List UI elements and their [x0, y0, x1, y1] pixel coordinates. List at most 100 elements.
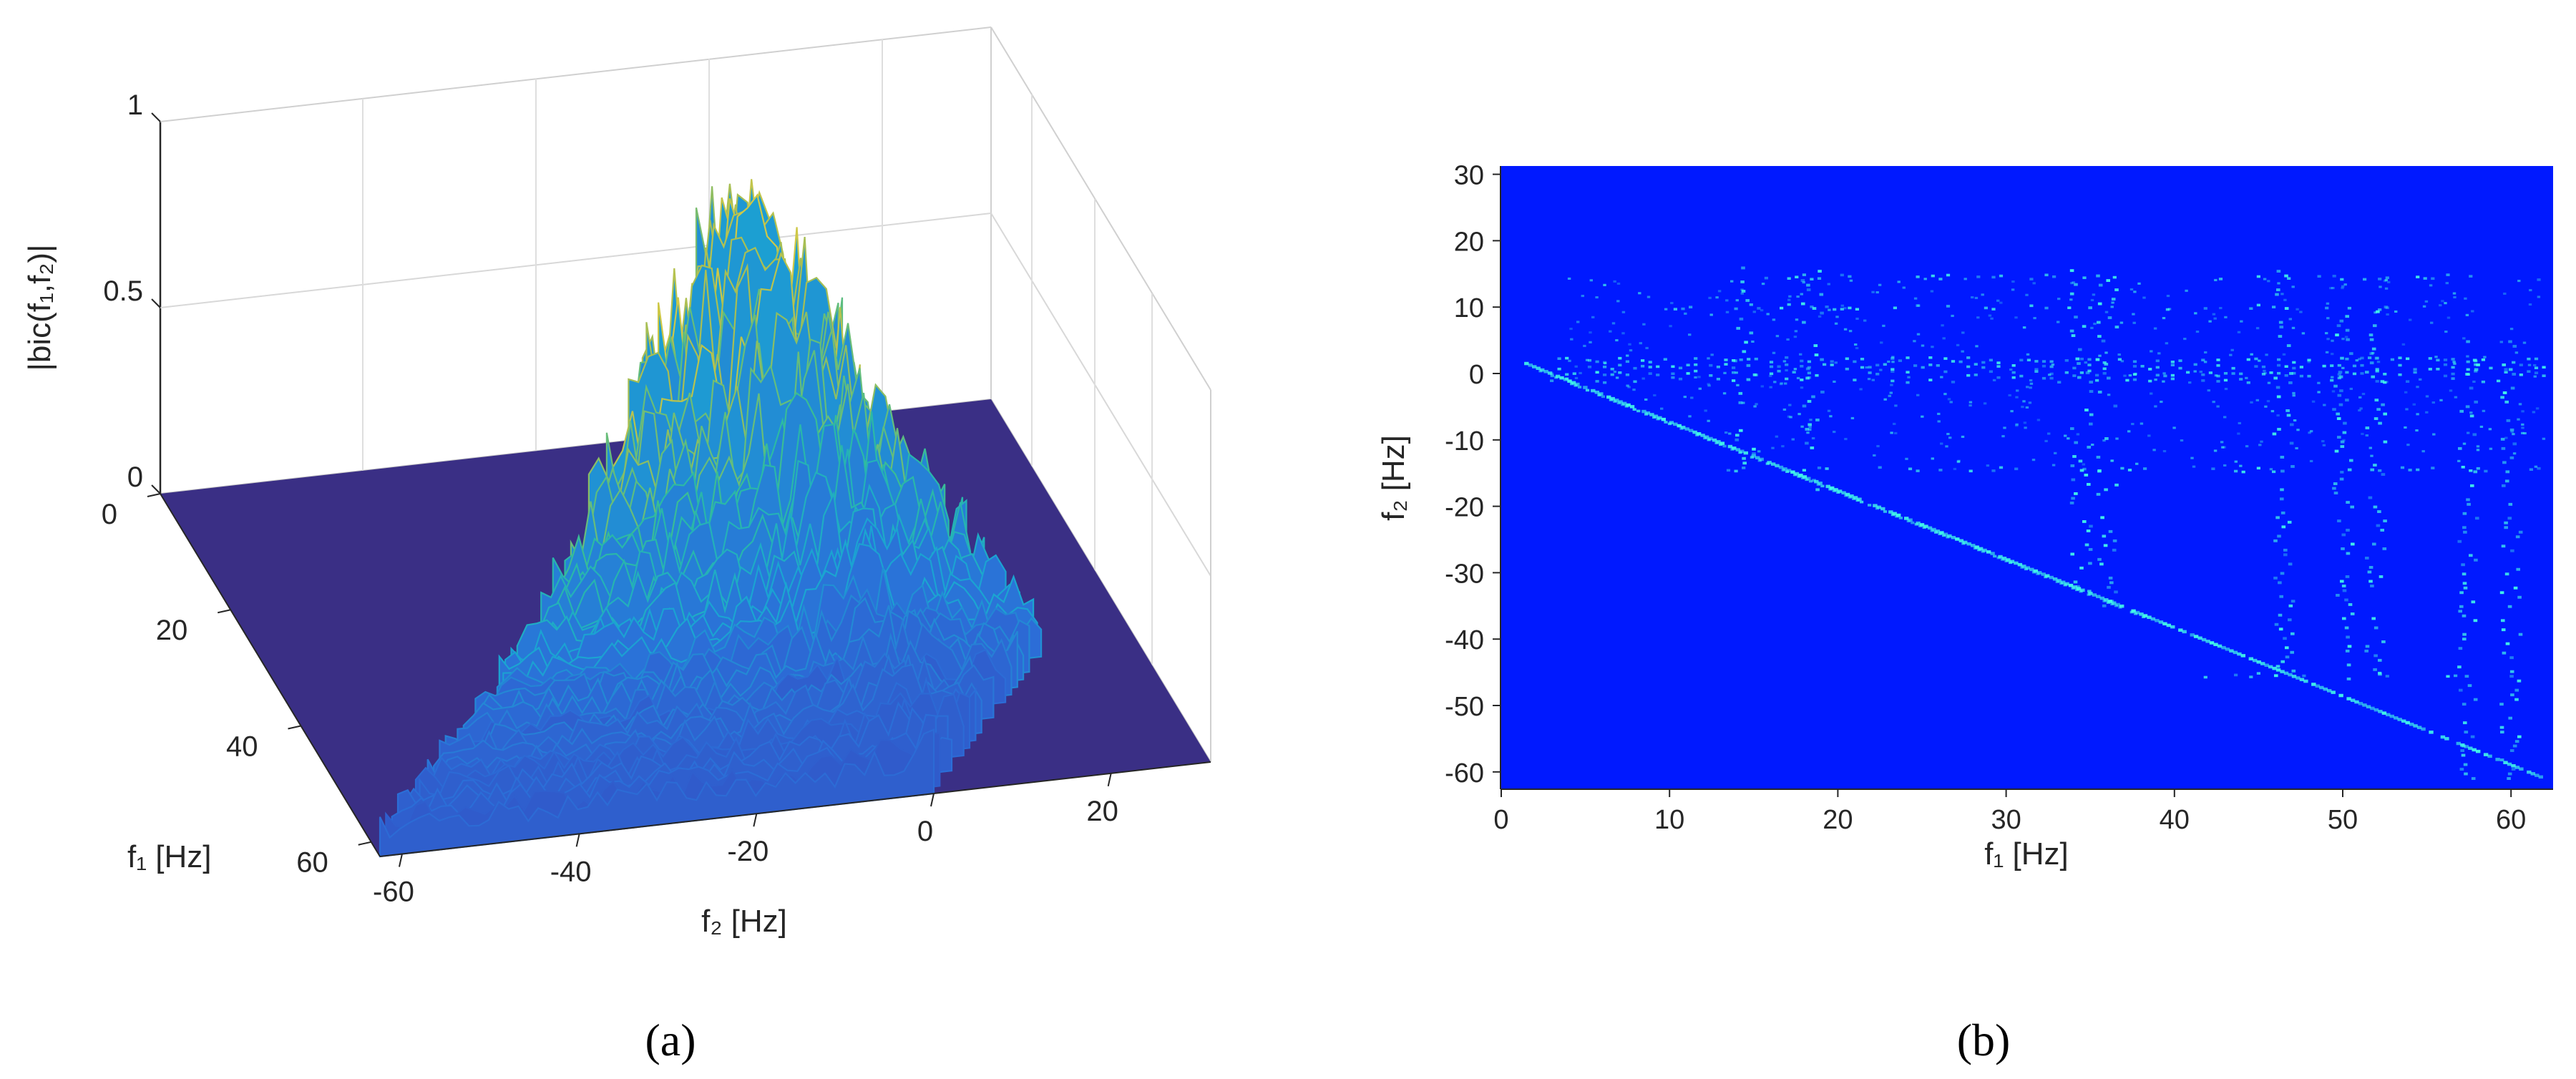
heatmap-cell [2106, 279, 2110, 282]
heatmap-cell [2322, 364, 2326, 368]
heatmap-cell [1948, 436, 1952, 439]
heatmap-x-axis-label: f₁ [Hz] [1984, 836, 2069, 872]
heatmap-cell [1906, 381, 1910, 384]
heatmap-cell [1797, 413, 1801, 416]
heatmap-cell [2325, 351, 2329, 353]
heatmap-cell [2381, 711, 2387, 715]
heatmap-cell [2373, 708, 2379, 712]
heatmap-cell [2102, 604, 2107, 607]
heatmap-cell [1715, 296, 1719, 299]
heatmap-cell [2428, 357, 2432, 360]
heatmap-cell [1873, 504, 1878, 507]
heatmap-cell [1611, 322, 1616, 325]
heatmap-cell [1579, 371, 1582, 374]
heatmap-cell [2299, 311, 2303, 313]
heatmap-cell [2029, 304, 2034, 308]
heatmap-cell [1759, 457, 1764, 462]
heatmap-cell [2097, 469, 2102, 473]
heatmap-cell [1799, 353, 1802, 356]
heatmap-cell [2469, 411, 2473, 414]
heatmap-cell [2386, 713, 2391, 717]
heatmap-cell [2086, 529, 2091, 532]
heatmap-cell [1686, 363, 1690, 366]
heatmap-cell [1855, 308, 1859, 311]
heatmap-cell [1773, 381, 1777, 384]
heatmap-cell [1801, 302, 1805, 306]
heatmap-cell [1742, 467, 1746, 469]
heatmap-cell [1974, 363, 1978, 366]
heatmap-cell [1730, 280, 1734, 283]
heatmap-cell [2072, 366, 2077, 370]
heatmap-cell [2060, 580, 2066, 584]
heatmap-cell [1788, 295, 1792, 298]
heatmap-cell [2459, 591, 2464, 595]
heatmap-cell [2201, 373, 2205, 376]
heatmap-cell [2095, 379, 2099, 382]
heatmap-cell [2381, 473, 2386, 476]
heatmap-cell [2054, 451, 2057, 454]
heatmap-cell [1550, 374, 1554, 378]
heatmap-cell [2512, 744, 2517, 748]
heatmap-cell [1806, 431, 1810, 434]
heatmap-cell [2084, 474, 2089, 477]
heatmap-cell [2383, 373, 2387, 376]
heatmap-cell [2107, 316, 2112, 319]
heatmap-cell [1946, 273, 1951, 277]
heatmap-cell [2451, 358, 2455, 361]
heatmap-cell [2104, 351, 2108, 354]
heatmap-cell [2084, 361, 2087, 364]
heatmap-cell [2113, 404, 2118, 408]
heatmap-cell [2087, 446, 2091, 449]
heatmap-cell [1841, 491, 1846, 494]
heatmap-cell [2307, 361, 2311, 363]
heatmap-cell [1599, 392, 1604, 396]
heatmap-cell [2280, 488, 2284, 492]
heatmap-cell [2158, 620, 2164, 624]
heatmap-cell [1782, 360, 1787, 363]
heatmap-cell [2070, 464, 2075, 467]
heatmap-cell [1963, 278, 1967, 280]
heatmap-cell [2263, 369, 2266, 372]
heatmap-cell [1684, 312, 1687, 315]
heatmap-cell [2529, 468, 2533, 471]
heatmap-cell [1878, 283, 1882, 286]
heatmap-cell [1848, 275, 1852, 278]
heatmap-cell [2444, 302, 2447, 305]
heatmap-cell [2373, 311, 2377, 314]
heatmap-cell [2080, 588, 2085, 592]
heatmap-cell [2223, 416, 2227, 419]
heatmap-cell [2072, 374, 2077, 377]
heatmap-cell [2170, 377, 2175, 381]
heatmap-y-tick-label: 0 [1469, 360, 1484, 390]
heatmap-cell [1576, 321, 1580, 323]
heatmap-cell [2429, 284, 2433, 287]
heatmap-cell [1880, 507, 1885, 511]
heatmap-cell [2499, 591, 2504, 595]
heatmap-cell [2011, 288, 2015, 291]
heatmap-cell [2319, 685, 2324, 690]
heatmap-cell [2278, 581, 2282, 585]
heatmap-cell [1999, 301, 2003, 304]
heatmap-cell [2104, 437, 2109, 440]
heatmap-cell [2517, 595, 2522, 599]
heatmap-cell [1968, 401, 1973, 404]
heatmap-cell [1550, 379, 1554, 382]
heatmap-cell [2506, 419, 2511, 422]
heatmap-cell [1591, 389, 1596, 393]
heatmap-cell [2331, 353, 2334, 356]
heatmap-cell [1883, 363, 1887, 366]
heatmap-cell [1807, 360, 1811, 363]
heatmap-cell [2337, 519, 2341, 522]
heatmap-cell [2349, 459, 2353, 462]
heatmap-cell [1802, 404, 1807, 408]
heatmap-cell [2089, 524, 2093, 528]
heatmap-cell [2256, 303, 2260, 307]
heatmap-cell [1704, 409, 1707, 412]
heatmap-cell [1741, 266, 1745, 270]
heatmap-cell [2019, 374, 2024, 378]
heatmap-cell [2375, 356, 2379, 360]
heatmap-cell [1559, 376, 1564, 380]
heatmap-cell [1591, 316, 1595, 318]
heatmap-cell [2079, 469, 2084, 472]
heatmap-cell [2276, 288, 2280, 291]
